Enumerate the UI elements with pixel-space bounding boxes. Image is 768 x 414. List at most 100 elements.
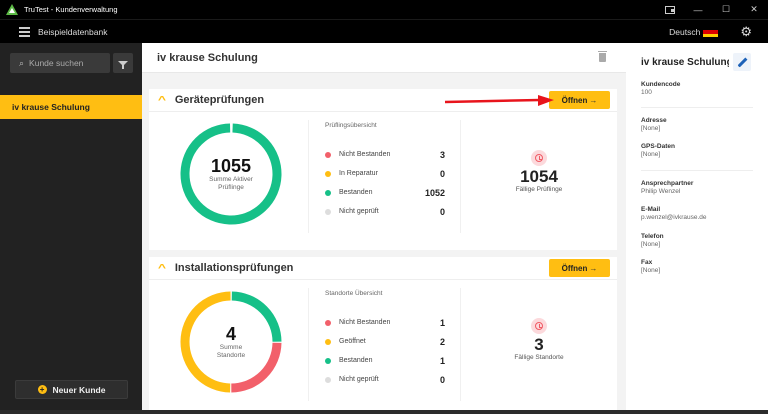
card-header: ^ Installationsprüfungen Öffnen → xyxy=(149,257,617,280)
due-label: Fällige Standorte xyxy=(514,354,564,361)
legend-title: Standorte Übersicht xyxy=(325,290,383,297)
collapse-chevron-icon[interactable]: ^ xyxy=(157,94,167,106)
legend-value: 1052 xyxy=(424,187,445,198)
donut-total: 4 xyxy=(225,324,236,344)
status-dot-icon xyxy=(325,338,331,345)
legend-value: 1 xyxy=(439,317,445,328)
open-device-tests-button[interactable]: Öffnen → xyxy=(549,91,610,109)
app-toolbar: Beispieldatenbank Deutsch ⚙ xyxy=(0,19,768,43)
new-customer-button[interactable]: + Neuer Kunde xyxy=(15,380,128,399)
legend-title: Prüflingsübersicht xyxy=(325,122,377,129)
legend-row-repair: In Reparatur 0 xyxy=(325,164,445,183)
app-logo-icon xyxy=(6,3,18,15)
field-phone: Telefon [None] xyxy=(641,233,664,248)
status-dot-icon xyxy=(325,319,331,326)
close-button[interactable]: ✕ xyxy=(750,4,758,14)
card-title: Geräteprüfungen xyxy=(174,94,265,106)
status-dot-icon xyxy=(325,208,331,215)
legend-row-opened: Geöffnet 2 xyxy=(325,332,445,351)
legend-label: Bestanden xyxy=(339,357,373,364)
legend-row-failed: Nicht Bestanden 3 xyxy=(325,145,445,164)
edit-button[interactable] xyxy=(733,53,751,71)
card-header: ^ Geräteprüfungen Öffnen → xyxy=(149,89,617,112)
card-title: Installationsprüfungen xyxy=(174,262,294,274)
legend-row-passed: Bestanden 1 xyxy=(325,351,445,370)
legend-label: In Reparatur xyxy=(339,170,378,177)
main-content: iv krause Schulung ^ Geräteprüfungen Öff… xyxy=(142,43,626,410)
filter-icon xyxy=(118,60,128,69)
field-fax: Fax [None] xyxy=(641,259,661,274)
annotation-red-arrow-icon xyxy=(444,95,554,106)
collapse-chevron-icon[interactable]: ^ xyxy=(157,262,167,274)
legend-value: 0 xyxy=(439,206,445,217)
divider xyxy=(460,288,461,401)
legend-value: 0 xyxy=(439,374,445,385)
legend-row-failed: Nicht Bestanden 1 xyxy=(325,313,445,332)
arrow-right-icon: → xyxy=(589,95,598,105)
field-email: E-Mail p.wenzel@ivkrause.de xyxy=(641,206,707,221)
customer-details-panel: iv krause Schulung Kundencode 100 Adress… xyxy=(626,43,768,410)
search-input[interactable] xyxy=(29,58,100,68)
tablet-icon xyxy=(665,5,675,14)
legend-row-passed: Bestanden 1052 xyxy=(325,183,445,202)
divider xyxy=(308,288,309,401)
status-dot-icon xyxy=(325,151,331,158)
device-donut-chart: 1055 Summe Aktiver Prüflinge xyxy=(179,122,283,226)
due-count: 1054 xyxy=(520,167,558,186)
field-gps: GPS-Daten [None] xyxy=(641,143,675,158)
search-icon: ⌕ xyxy=(19,57,25,68)
legend-label: Bestanden xyxy=(339,189,373,196)
field-address: Adresse [None] xyxy=(641,117,667,132)
delete-trash-icon[interactable] xyxy=(598,51,607,62)
due-summary: 1054 Fällige Prüflinge xyxy=(461,150,617,193)
donut-total: 1055 xyxy=(210,156,252,176)
settings-gear-icon[interactable]: ⚙ xyxy=(740,24,752,39)
sidebar: ⌕ iv krause Schulung + Neuer Kunde xyxy=(0,43,142,414)
installation-tests-card: ^ Installationsprüfungen Öffnen → xyxy=(149,257,617,410)
legend-label: Nicht Bestanden xyxy=(339,151,391,158)
main-header: iv krause Schulung xyxy=(142,43,626,73)
open-installation-tests-button[interactable]: Öffnen → xyxy=(549,259,610,277)
clock-icon xyxy=(531,318,547,334)
language-label: Deutsch xyxy=(669,27,701,37)
plus-icon: + xyxy=(37,385,47,394)
donut-label: Summe Aktiver Prüflinge xyxy=(209,176,253,191)
legend-value: 3 xyxy=(439,149,445,160)
customer-search[interactable]: ⌕ xyxy=(10,53,110,73)
due-summary: 3 Fällige Standorte xyxy=(461,318,617,361)
details-title: iv krause Schulung xyxy=(641,57,729,68)
divider xyxy=(308,120,309,233)
german-flag-icon xyxy=(703,27,719,37)
customer-list-item[interactable]: iv krause Schulung xyxy=(0,95,142,119)
tablet-mode-button[interactable] xyxy=(656,0,684,19)
field-customer-code: Kundencode 100 xyxy=(641,81,681,96)
legend-value: 2 xyxy=(439,336,445,347)
new-customer-label: Neuer Kunde xyxy=(52,384,106,395)
maximize-button[interactable]: ☐ xyxy=(721,4,731,14)
open-label: Öffnen xyxy=(561,95,588,105)
due-label: Fällige Prüflinge xyxy=(515,186,563,193)
filter-button[interactable] xyxy=(113,53,133,73)
legend-label: Geöffnet xyxy=(339,338,366,345)
field-contact-person: Ansprechpartner Philip Wenzel xyxy=(641,180,694,195)
legend-label: Nicht geprüft xyxy=(339,376,379,383)
menu-icon[interactable] xyxy=(19,26,30,37)
device-tests-card: ^ Geräteprüfungen Öffnen → 1055 Summe Ak… xyxy=(149,89,617,250)
language-selector[interactable]: Deutsch xyxy=(669,27,719,37)
divider xyxy=(460,120,461,233)
database-name[interactable]: Beispieldatenbank xyxy=(38,26,108,37)
status-dot-icon xyxy=(325,189,331,196)
due-count: 3 xyxy=(534,335,544,354)
minimize-button[interactable]: — xyxy=(693,4,703,15)
open-label: Öffnen xyxy=(561,263,588,273)
status-legend: Prüflingsübersicht Nicht Bestanden 3 In … xyxy=(325,122,445,221)
legend-row-untested: Nicht geprüft 0 xyxy=(325,202,445,221)
divider xyxy=(641,107,753,108)
divider xyxy=(641,170,753,171)
status-dot-icon xyxy=(325,170,331,177)
pencil-icon xyxy=(737,57,747,67)
installation-donut-chart: 4 Summe Standorte xyxy=(179,290,283,394)
clock-icon xyxy=(531,150,547,166)
legend-value: 0 xyxy=(439,168,445,179)
